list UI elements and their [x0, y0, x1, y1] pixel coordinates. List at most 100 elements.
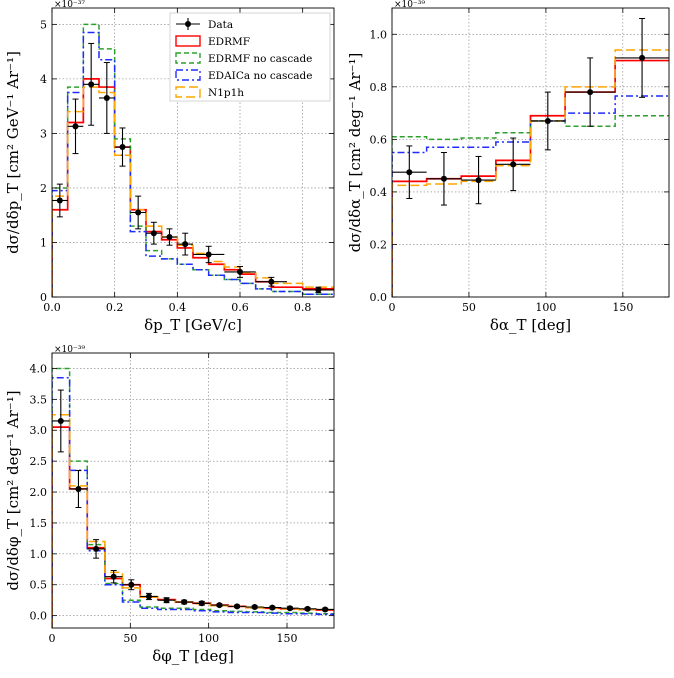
data-point [57, 417, 64, 424]
data-point [639, 54, 646, 61]
x-tick-label: 50 [462, 301, 476, 314]
y-tick-label: 4.0 [30, 362, 48, 375]
series-edrmf-no-cascade [392, 114, 669, 297]
y-tick-label: 3.5 [30, 393, 48, 406]
axes-frame [391, 7, 670, 298]
data-point [315, 286, 322, 293]
x-tick-label: 0.6 [231, 301, 249, 314]
legend-label: Data [208, 19, 233, 31]
x-axis-label: δp_T [GeV/c] [144, 316, 242, 334]
axes-frame [51, 352, 335, 629]
data-point [544, 117, 551, 124]
data-point [475, 177, 482, 184]
legend-marker-edrmf-no-cascade [175, 52, 201, 64]
data-point [181, 599, 188, 606]
y-tick-label: 0.0 [370, 291, 388, 304]
y-tick-label: 4 [40, 73, 47, 86]
data-point [166, 234, 173, 241]
data-point [234, 603, 241, 610]
legend: Data EDRMF EDRMF no cascade EDAICa no casca… [169, 12, 331, 102]
x-tick-label: 150 [612, 301, 633, 314]
x-tick-label: 0 [49, 632, 56, 645]
y-tick-label: 0 [40, 291, 47, 304]
x-tick-label: 0.2 [106, 301, 124, 314]
data-point [110, 573, 117, 580]
plot-area [52, 367, 334, 628]
data-point [304, 605, 311, 612]
chart-panel-3: 0 50 100 150 0.0 0.5 1.0 1.5 2.0 2.5 3.0 3.5 4.0 ×10⁻… [4, 345, 335, 665]
x-tick-label: 0.4 [169, 301, 187, 314]
data-point [56, 197, 63, 204]
data-point [72, 123, 79, 130]
y-tick-label: 0.6 [370, 133, 388, 146]
data-point [75, 485, 82, 492]
chart-panel-1: 0.0 0.2 0.4 0.6 0.8 0 1 2 3 4 5 ×10⁻³⁷ δp_T [GeV/c] d… [4, 0, 335, 334]
axis-scale-factor: ×10⁻³⁹ [394, 0, 425, 10]
y-tick-label: 1 [40, 236, 47, 249]
data-point [268, 278, 275, 285]
x-axis-label: δφ_T [deg] [152, 647, 234, 665]
legend-marker-data [185, 21, 191, 27]
data-point [150, 230, 157, 237]
data-point [251, 603, 258, 610]
y-tick-label: 0.2 [370, 238, 388, 251]
axis-scale-factor: ×10⁻³⁹ [54, 345, 85, 355]
data-point [237, 268, 243, 275]
data-point [135, 209, 142, 216]
data-point [216, 602, 223, 609]
data-point [198, 600, 205, 607]
data-point [145, 593, 152, 600]
y-tick-label: 1.5 [30, 517, 48, 530]
x-tick-label: 0 [389, 301, 396, 314]
legend-marker-n1p1h [175, 86, 201, 98]
y-tick-label: 5 [40, 18, 47, 31]
y-tick-label: 0.0 [30, 610, 48, 623]
axes-frame [51, 7, 335, 298]
data-point [322, 606, 329, 613]
legend-label: N1p1h [208, 87, 244, 99]
y-axis-label: dσ/dδα_T [cm² deg⁻¹ Ar⁻¹] [346, 53, 364, 253]
data-point [119, 144, 126, 151]
x-tick-label: 100 [535, 301, 556, 314]
x-axis-label: δα_T [deg] [490, 316, 571, 334]
legend-label: EDRMF no cascade [208, 53, 312, 65]
legend-label: EDRMF [208, 36, 250, 48]
y-axis-label: dσ/dδp_T [cm² GeV⁻¹ Ar⁻¹] [4, 51, 22, 254]
y-tick-label: 1.0 [370, 28, 388, 41]
x-tick-label: 50 [123, 632, 137, 645]
y-tick-label: 3.0 [30, 424, 48, 437]
data-point [103, 94, 110, 101]
data-point [406, 169, 413, 176]
axis-scale-factor: ×10⁻³⁷ [54, 0, 85, 10]
series-n1p1h [392, 49, 669, 297]
plot-area [52, 23, 334, 297]
x-tick-label: 150 [277, 632, 298, 645]
data-point [88, 81, 95, 88]
plot-area [392, 18, 669, 297]
y-tick-label: 1.0 [30, 548, 48, 561]
data-point [128, 581, 135, 588]
data-point [182, 241, 189, 248]
data-point [286, 605, 293, 612]
x-tick-label: 100 [198, 632, 219, 645]
legend-marker-edrmf [175, 35, 201, 47]
y-tick-label: 0.5 [30, 579, 48, 592]
chart-panel-2: 0 50 100 150 0.0 0.2 0.4 0.6 0.8 1.0 ×10⁻³⁹ δα_T [d… [346, 0, 670, 334]
data-point [93, 545, 100, 552]
y-axis-label: dσ/dδφ_T [cm² deg⁻¹ Ar⁻¹] [4, 390, 22, 590]
y-tick-label: 2 [40, 182, 47, 195]
data-point [587, 89, 594, 96]
legend-label: EDAICa no cascade [208, 70, 312, 82]
x-tick-label: 0.8 [294, 301, 312, 314]
data-point [205, 251, 212, 258]
y-tick-label: 0.8 [370, 81, 388, 94]
y-tick-label: 3 [40, 127, 47, 140]
data-point [163, 597, 170, 604]
y-tick-label: 2.5 [30, 455, 48, 468]
y-tick-label: 2.0 [30, 486, 48, 499]
data-point [510, 161, 517, 168]
data-point [269, 604, 276, 611]
data-point [440, 175, 447, 182]
